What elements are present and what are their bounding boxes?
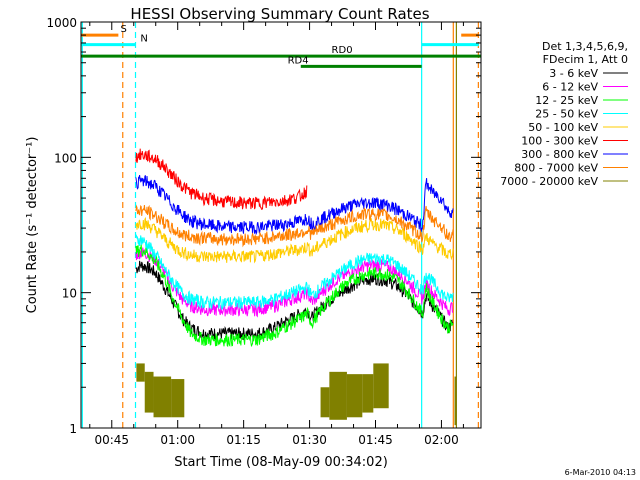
x-tick-label-3: 01:30 xyxy=(292,433,327,447)
y-axis-ticks: 1 10 100 1000 xyxy=(46,16,481,436)
x-tick-label-0: 00:45 xyxy=(94,433,129,447)
x-axis-ticks: 00:45 01:00 01:15 01:30 01:45 02:00 xyxy=(89,22,464,447)
olive-block-0 xyxy=(136,363,145,382)
series-line-7 xyxy=(135,204,454,248)
legend-header-line-1: Det 1,3,4,5,6,9, xyxy=(542,40,628,53)
legend-label-6: 300 - 800 keV xyxy=(521,148,598,161)
series-line-1 xyxy=(135,247,454,318)
plot-frame xyxy=(80,21,482,429)
x-tick-label-2: 01:15 xyxy=(226,433,261,447)
olive-block-1 xyxy=(144,371,154,413)
series-line-2 xyxy=(135,244,454,348)
legend-label-3: 25 - 50 keV xyxy=(535,108,598,121)
olive-block-8 xyxy=(373,363,389,409)
y-tick-label-3: 1000 xyxy=(46,16,77,30)
series-lines xyxy=(135,148,454,348)
attenuator-state-bars: S N RD0 RD4 xyxy=(81,24,481,68)
olive-block-3 xyxy=(171,379,185,418)
legend-label-7: 800 - 7000 keV xyxy=(514,162,598,175)
state-bar-label-5: RD4 xyxy=(288,55,309,66)
olive-block-5 xyxy=(329,371,347,420)
x-tick-label-5: 02:00 xyxy=(424,433,459,447)
legend-header-line-2: FDecim 1, Att 0 xyxy=(543,53,628,66)
vertical-markers xyxy=(81,22,479,428)
series-line-4 xyxy=(135,216,454,264)
legend-label-5: 100 - 300 keV xyxy=(521,135,598,148)
state-bar-label-2: N xyxy=(140,34,147,45)
chart-title: HESSI Observing Summary Count Rates xyxy=(130,5,429,23)
state-bar-label-4: RD0 xyxy=(332,45,353,56)
olive-block-7 xyxy=(362,374,374,413)
series-line-6 xyxy=(135,174,454,236)
x-axis-label: Start Time (08-May-09 00:34:02) xyxy=(174,455,388,470)
legend-label-0: 3 - 6 keV xyxy=(549,67,598,80)
x-tick-label-1: 01:00 xyxy=(160,433,195,447)
x-tick-label-4: 01:45 xyxy=(358,433,393,447)
legend-label-8: 7000 - 20000 keV xyxy=(500,175,598,188)
series-line-3 xyxy=(135,234,454,310)
olive-block-6 xyxy=(346,374,363,418)
y-tick-label-0: 1 xyxy=(69,422,77,436)
footer-timestamp: 6-Mar-2010 04:13 xyxy=(565,468,636,477)
y-tick-label-1: 10 xyxy=(62,287,77,301)
olive-band-marks xyxy=(136,363,457,426)
state-bar-label-0: S xyxy=(121,24,127,35)
legend-label-1: 6 - 12 keV xyxy=(542,81,598,94)
legend-label-2: 12 - 25 keV xyxy=(535,94,598,107)
y-tick-label-2: 100 xyxy=(54,151,77,165)
series-line-5 xyxy=(135,148,308,210)
olive-block-4 xyxy=(320,387,330,418)
legend-label-4: 50 - 100 keV xyxy=(528,121,598,134)
legend: Det 1,3,4,5,6,9, FDecim 1, Att 0 3 - 6 k… xyxy=(500,40,628,188)
olive-block-2 xyxy=(153,376,172,418)
y-axis-label: Count Rate (s⁻¹ detector⁻¹) xyxy=(25,137,40,314)
